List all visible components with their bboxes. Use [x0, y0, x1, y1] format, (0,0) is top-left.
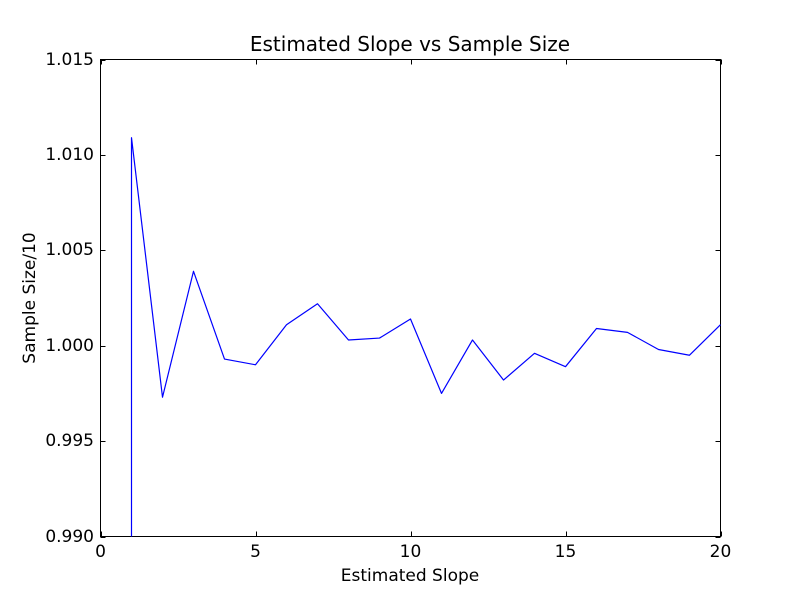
y-tick-label: 1.005	[45, 240, 94, 261]
y-tick-label: 0.995	[45, 431, 94, 452]
x-tick-label: 15	[554, 542, 577, 562]
axes-frame	[100, 59, 721, 537]
y-tick-label: 0.990	[45, 526, 94, 547]
chart-title: Estimated Slope vs Sample Size	[249, 32, 571, 56]
x-tick-label: 10	[399, 542, 422, 562]
x-tick-label: 0	[95, 542, 106, 562]
x-tick-label: 5	[250, 542, 261, 562]
x-axis-label: Estimated Slope	[340, 566, 480, 586]
y-tick-label: 1.015	[45, 49, 94, 70]
estimated-slope-line	[130, 137, 721, 537]
y-tick-label: 1.010	[45, 144, 94, 165]
y-tick-label: 1.000	[45, 335, 94, 356]
y-axis-label: Sample Size/10	[20, 232, 40, 364]
x-tick-label: 20	[709, 542, 732, 562]
